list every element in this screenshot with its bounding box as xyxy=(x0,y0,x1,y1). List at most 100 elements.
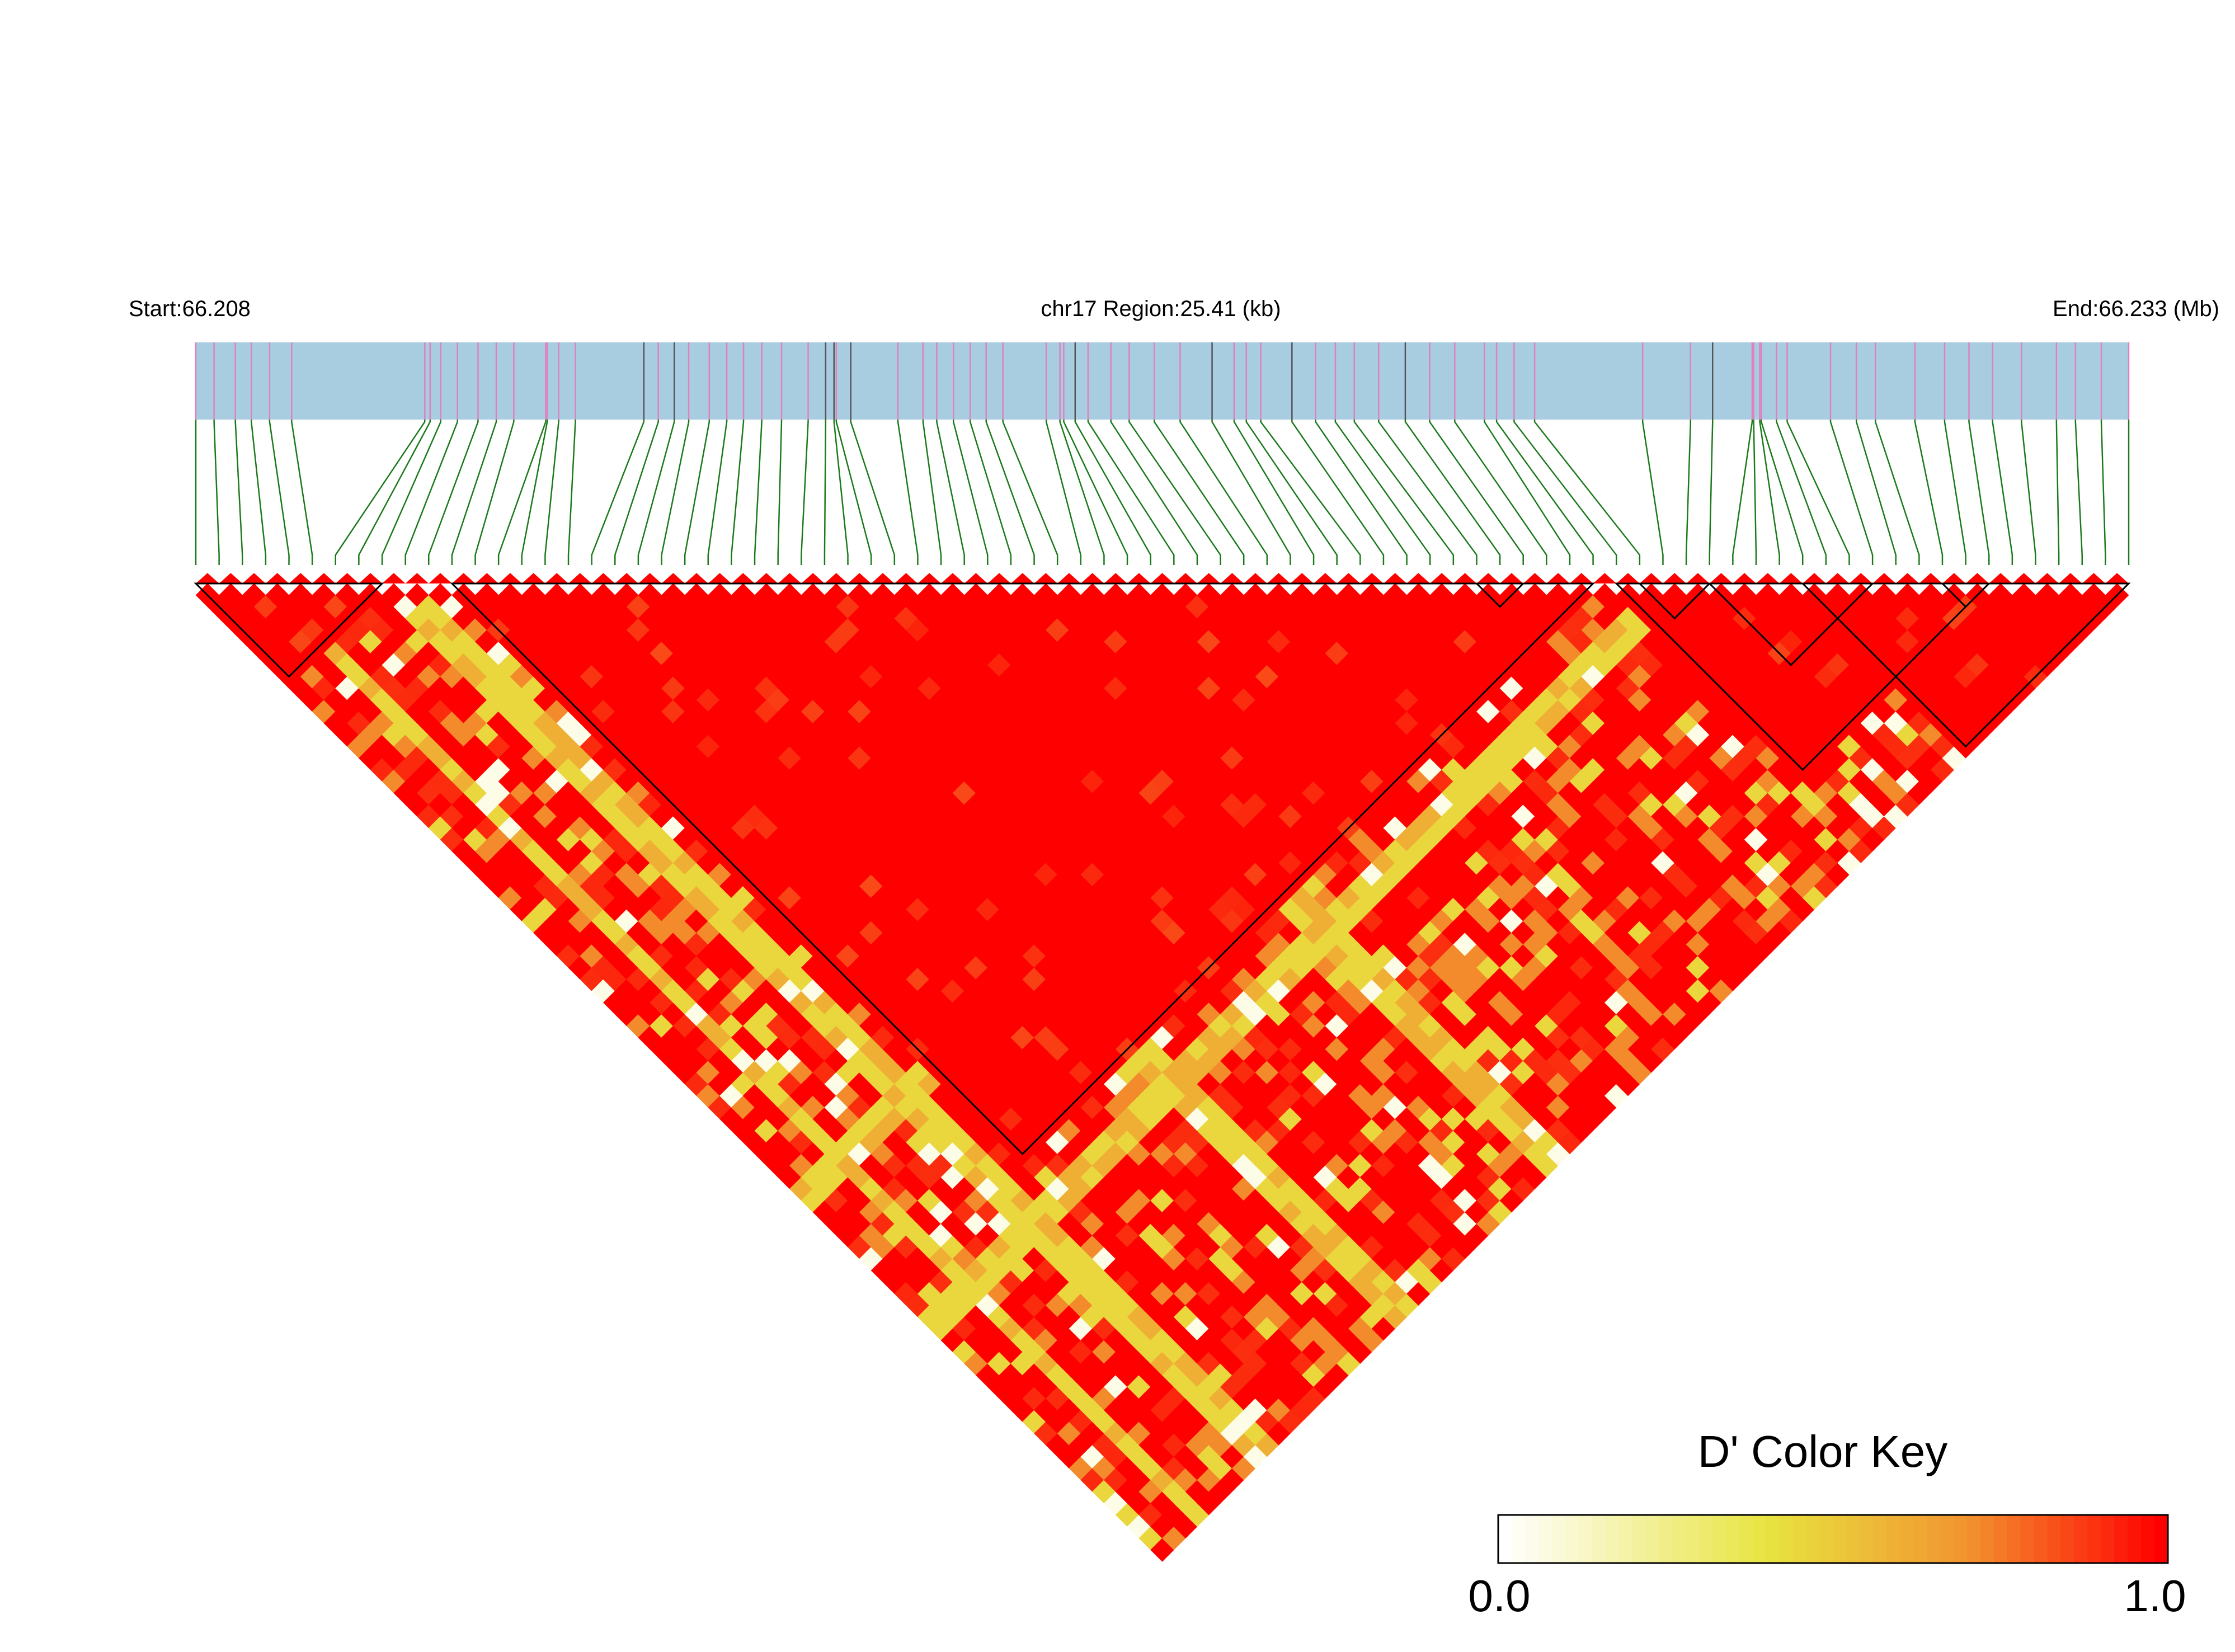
ld-edge-cell xyxy=(1849,573,1873,583)
ld-edge-cell xyxy=(1220,573,1244,583)
snp-connector xyxy=(1353,420,1455,565)
ld-edge-cell xyxy=(545,573,569,583)
ld-edge-cell xyxy=(1942,573,1966,583)
snp-connector xyxy=(2100,420,2106,565)
snp-connector xyxy=(2055,420,2060,565)
haplotype-block-outline xyxy=(1800,582,2131,748)
color-key-step xyxy=(1953,1515,1968,1563)
snp-connector xyxy=(381,420,442,565)
snp-connector xyxy=(1776,420,1827,565)
color-key-step xyxy=(1927,1515,1941,1563)
snp-connector xyxy=(1087,420,1175,565)
snp-connector xyxy=(922,420,942,565)
ld-edge-cell xyxy=(1127,573,1151,583)
snp-connector xyxy=(897,420,919,565)
snp-connector xyxy=(1855,420,1897,565)
ld-edge-cell xyxy=(1989,573,2012,583)
color-key-step xyxy=(1725,1515,1740,1563)
ld-edge-cell xyxy=(1360,573,1384,583)
snp-connector xyxy=(1874,420,1920,565)
end-label: End:66.233 (Mb) xyxy=(2053,296,2219,321)
ld-edge-cell xyxy=(1314,573,1337,583)
color-key-step xyxy=(1886,1515,1900,1563)
snp-connector xyxy=(1233,420,1315,565)
snp-connector xyxy=(497,420,547,565)
ld-edge-cell xyxy=(1779,573,1803,583)
snp-connector xyxy=(1002,420,1058,565)
color-key-gradient xyxy=(1498,1515,2168,1563)
ld-edge-cell xyxy=(568,573,592,583)
haplotype-blocks xyxy=(194,582,2131,1155)
snp-connector xyxy=(1484,420,1571,565)
snp-connector xyxy=(1533,420,1641,565)
snp-connector xyxy=(777,420,783,565)
snp-connector xyxy=(1315,420,1408,565)
color-key-step xyxy=(1833,1515,1847,1563)
region-label: chr17 Region:25.41 (kb) xyxy=(1041,296,1281,321)
ld-edge-cell xyxy=(824,573,848,583)
snp-connector xyxy=(428,420,479,565)
snp-connector xyxy=(1761,420,1804,565)
ld-edge-cell xyxy=(382,573,406,583)
ld-edge-cell xyxy=(359,573,383,583)
ld-edge-cell xyxy=(2105,573,2129,583)
snp-connector xyxy=(291,420,313,565)
color-key-step xyxy=(1860,1515,1874,1563)
haplotype-block-outline xyxy=(1638,582,1712,620)
haplotype-block-outline xyxy=(1474,582,1526,608)
snp-connector xyxy=(1128,420,1221,565)
snp-connector xyxy=(833,420,849,565)
snp-connector xyxy=(754,420,763,565)
color-key-step xyxy=(1739,1515,1753,1563)
snp-connector xyxy=(1732,420,1753,565)
snp-connector xyxy=(707,420,728,565)
ld-edge-cell xyxy=(1290,573,1314,583)
snp-connector xyxy=(1291,420,1385,565)
snp-connector xyxy=(451,420,497,565)
snp-connector xyxy=(213,420,220,565)
ld-edge-cell xyxy=(941,573,964,583)
ld-edge-cell xyxy=(242,573,266,583)
ld-edge-cell xyxy=(1267,573,1291,583)
color-key-step xyxy=(2047,1515,2062,1563)
snp-connector xyxy=(474,420,515,565)
ld-edge-cell xyxy=(801,573,825,583)
snp-connector xyxy=(2021,420,2036,565)
snp-connector xyxy=(953,420,989,565)
ld-edge-cell xyxy=(1733,573,1756,583)
color-key-step xyxy=(1966,1515,1981,1563)
color-key-step xyxy=(1792,1515,1807,1563)
snp-connector xyxy=(1153,420,1245,565)
ld-edge-cell xyxy=(475,573,499,583)
snp-connector xyxy=(1454,420,1547,565)
snp-connector xyxy=(1641,420,1664,565)
ld-edge-cell xyxy=(661,573,685,583)
color-key-step xyxy=(1632,1515,1646,1563)
snp-connector xyxy=(1245,420,1338,565)
ld-edge-cell xyxy=(894,573,918,583)
color-key-step xyxy=(1551,1515,1566,1563)
snp-connector xyxy=(1211,420,1291,565)
ld-edge-cell xyxy=(1756,573,1780,583)
ld-edge-cell xyxy=(2035,573,2059,583)
color-key-step xyxy=(2141,1515,2155,1563)
color-key-step xyxy=(1605,1515,1620,1563)
snp-connector xyxy=(1059,420,1105,565)
snp-connector-lines xyxy=(195,420,2130,565)
region-track xyxy=(196,342,2129,420)
snp-connector xyxy=(1045,420,1082,565)
snp-connector xyxy=(1110,420,1198,565)
color-key-step xyxy=(1578,1515,1593,1563)
color-key-frame xyxy=(1497,1514,2169,1564)
snp-connector xyxy=(969,420,1012,565)
ld-edge-cell xyxy=(1616,573,1640,583)
ld-edge-cell xyxy=(1825,573,1850,583)
ld-edge-cell xyxy=(987,573,1011,583)
color-key-step xyxy=(1618,1515,1632,1563)
snp-connector xyxy=(731,420,745,565)
snp-connector xyxy=(1992,420,2013,565)
color-key-step xyxy=(1699,1515,1713,1563)
ld-edge-cell xyxy=(2012,573,2036,583)
ld-edge-cell xyxy=(289,573,313,583)
ld-edge-cell xyxy=(1430,573,1453,583)
